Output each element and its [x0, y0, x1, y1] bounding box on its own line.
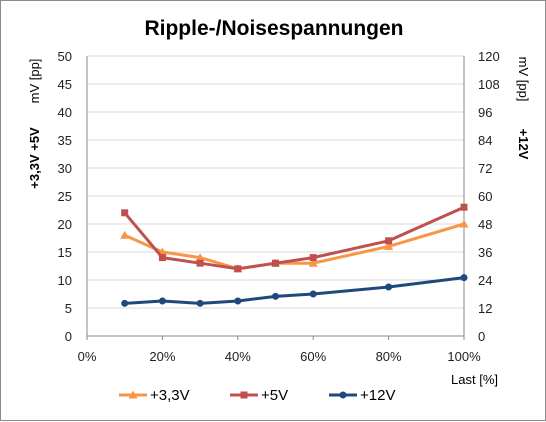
data-point-12v: [234, 297, 242, 305]
series-layer: [120, 203, 469, 307]
right-tick-label: 120: [478, 49, 500, 64]
right-tick-label: 24: [478, 273, 492, 288]
left-axis-unit-label: mV [pp]: [27, 59, 42, 104]
legend-swatch-marker: [128, 390, 138, 399]
right-tick-label: 96: [478, 105, 492, 120]
left-tick-label: 30: [58, 161, 72, 176]
left-tick-label: 20: [58, 217, 72, 232]
legend-swatch-marker: [240, 391, 248, 399]
right-axis-series-label: +12V: [516, 129, 531, 160]
data-point-33v: [120, 230, 130, 239]
data-point-5v: [272, 259, 279, 267]
data-point-12v: [158, 297, 166, 305]
x-tick-label: 60%: [300, 349, 326, 364]
data-point-33v: [459, 219, 469, 228]
data-point-12v: [460, 274, 468, 282]
gridlines: [87, 55, 464, 337]
left-tick-label: 45: [58, 77, 72, 92]
data-point-5v: [385, 237, 393, 245]
left-tick-label: 50: [58, 49, 72, 64]
data-point-5v: [121, 209, 129, 217]
right-axis-ticks: 0 12 24 36 48 60 72 84 96 108 120: [478, 49, 500, 344]
axes: [86, 56, 465, 337]
data-point-5v: [158, 254, 166, 262]
x-axis-ticks: 0% 20% 40% 60% 80% 100%: [78, 336, 481, 364]
data-point-33v: [308, 258, 318, 267]
x-tick-label: 0%: [78, 349, 97, 364]
legend-item-12v: +12V: [329, 387, 395, 404]
series-line-5v: [123, 205, 465, 271]
left-axis-series-label: +3,3V +5V: [27, 127, 42, 189]
data-point-33v: [384, 241, 394, 250]
legend-label: +3,3V: [150, 387, 190, 404]
right-tick-label: 12: [478, 301, 492, 316]
data-point-12v: [385, 283, 393, 291]
right-tick-label: 36: [478, 245, 492, 260]
left-tick-label: 5: [65, 301, 72, 316]
left-tick-label: 15: [58, 245, 72, 260]
left-axis-ticks: 0 5 10 15 20 25 30 35 40 45 50: [58, 49, 72, 344]
data-point-5v: [309, 254, 317, 262]
data-point-5v: [460, 203, 468, 211]
data-point-5v: [234, 265, 242, 273]
right-tick-label: 48: [478, 217, 492, 232]
data-point-12v: [309, 290, 317, 298]
legend-item-5v: +5V: [230, 387, 288, 404]
right-axis-unit-label: mV [pp]: [516, 57, 531, 102]
left-tick-label: 40: [58, 105, 72, 120]
legend-label: +12V: [360, 387, 395, 404]
x-tick-label: 40%: [225, 349, 251, 364]
chart-title: Ripple-/Noisespannungen: [144, 17, 403, 40]
x-axis-label: Last [%]: [451, 372, 498, 387]
left-tick-label: 35: [58, 133, 72, 148]
data-point-12v: [196, 299, 204, 307]
left-tick-label: 0: [65, 329, 72, 344]
right-tick-label: 60: [478, 189, 492, 204]
series-line-12v: [124, 276, 465, 305]
series-12v: [121, 274, 468, 307]
data-point-33v: [195, 253, 205, 262]
legend-item-33v: +3,3V: [119, 387, 190, 404]
x-tick-label: 100%: [447, 349, 481, 364]
data-point-12v: [121, 299, 129, 307]
left-tick-label: 10: [58, 273, 72, 288]
right-tick-label: 108: [478, 77, 500, 92]
legend: +3,3V +5V +12V: [119, 387, 395, 404]
left-tick-label: 25: [58, 189, 72, 204]
x-tick-label: 80%: [376, 349, 402, 364]
right-tick-label: 0: [478, 329, 485, 344]
x-tick-label: 20%: [149, 349, 175, 364]
series-5v: [121, 203, 468, 273]
legend-label: +5V: [261, 387, 288, 404]
right-tick-label: 84: [478, 133, 492, 148]
legend-swatch-marker: [339, 391, 347, 399]
right-tick-label: 72: [478, 161, 492, 176]
data-point-12v: [272, 292, 279, 300]
data-point-5v: [196, 259, 204, 267]
